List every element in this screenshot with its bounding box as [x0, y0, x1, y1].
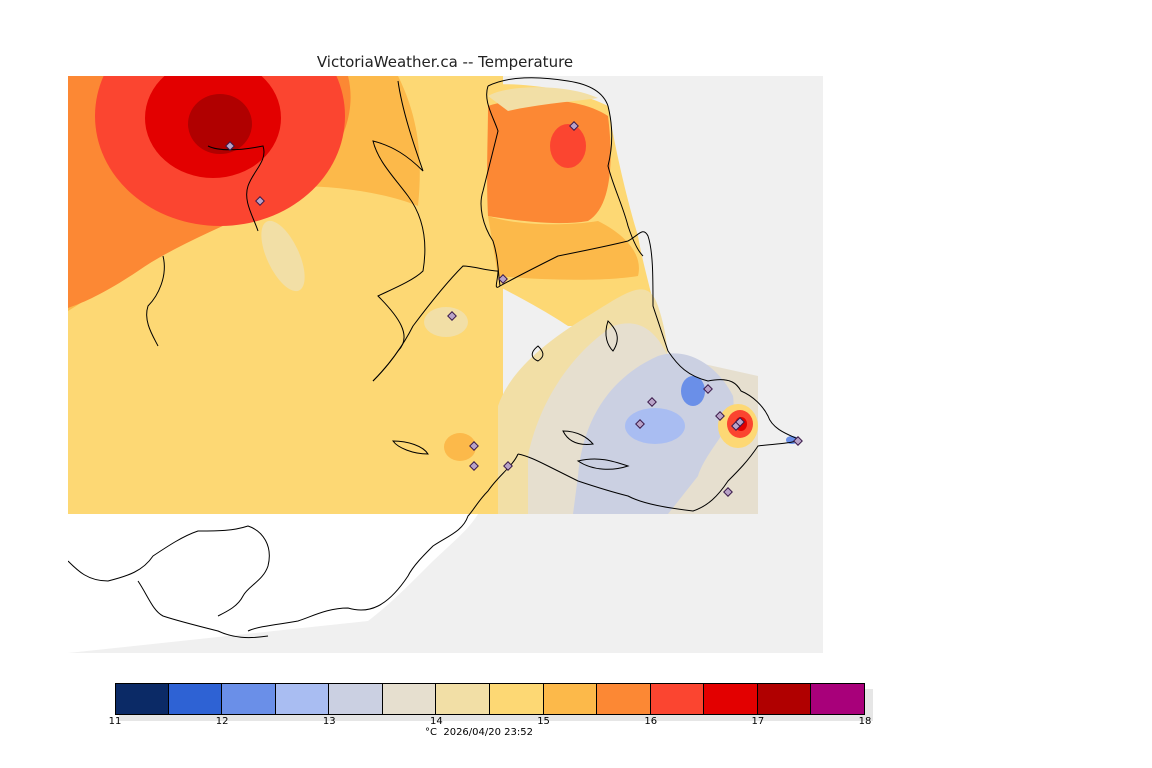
- legend-swatch: [704, 683, 758, 715]
- legend-swatch: [811, 683, 865, 715]
- peninsula-hot: [550, 124, 586, 168]
- legend-tick-label: 12: [215, 716, 229, 727]
- legend-swatch: [650, 683, 705, 715]
- station-marker: [255, 196, 265, 206]
- peninsula-warm-16: [487, 99, 611, 224]
- unit-label: °C: [425, 727, 437, 738]
- legend-swatch: [490, 683, 544, 715]
- station-marker: [447, 311, 457, 321]
- station-marker: [635, 419, 645, 429]
- station-marker: [647, 397, 657, 407]
- east-cool-12: [681, 376, 705, 406]
- legend-footer: °C 2026/04/20 23:52: [425, 727, 533, 738]
- map-title: VictoriaWeather.ca -- Temperature: [316, 53, 574, 71]
- legend-swatch: [329, 683, 383, 715]
- station-marker: [703, 384, 713, 394]
- warm-patch-center: [444, 433, 476, 461]
- legend-swatch: [757, 683, 812, 715]
- temperature-map: [68, 76, 823, 653]
- legend-tick-label: 17: [751, 716, 765, 727]
- legend-tick-label: 18: [858, 716, 872, 727]
- station-marker: [469, 441, 479, 451]
- color-legend: 11 12 13 14 15 16 17 18: [109, 683, 875, 743]
- warm-zone-17-18: [188, 94, 252, 154]
- station-marker: [723, 487, 733, 497]
- legend-swatch: [597, 683, 651, 715]
- station-marker: [503, 461, 513, 471]
- legend-tick-label: 15: [537, 716, 550, 727]
- legend-tick-label: 14: [430, 716, 443, 727]
- peninsula-warm-15: [488, 216, 639, 280]
- station-marker: [569, 121, 579, 131]
- legend-tick-label: 13: [322, 716, 336, 727]
- legend-swatch: [436, 683, 490, 715]
- timestamp: 2026/04/20 23:52: [443, 727, 533, 738]
- legend-swatch: [543, 683, 598, 715]
- east-cool-12-13: [625, 408, 685, 444]
- station-marker: [498, 274, 508, 284]
- station-marker: [793, 436, 803, 446]
- cool-patch-center: [424, 307, 468, 337]
- legend-tick-label: 11: [108, 716, 122, 727]
- legend-swatch: [275, 683, 330, 715]
- legend-swatch: [115, 683, 169, 715]
- legend-swatch: [222, 683, 276, 715]
- peninsula-top-cool: [488, 87, 598, 111]
- station-markers: [225, 121, 803, 497]
- station-marker: [715, 411, 725, 421]
- legend-tick-label: 16: [644, 716, 658, 727]
- station-marker: [469, 461, 479, 471]
- legend-swatch: [382, 683, 437, 715]
- station-marker: [225, 141, 235, 151]
- station-marker: [735, 417, 745, 427]
- cool-patch-west: [261, 220, 305, 292]
- coastlines: [68, 77, 801, 639]
- legend-swatch: [168, 683, 223, 715]
